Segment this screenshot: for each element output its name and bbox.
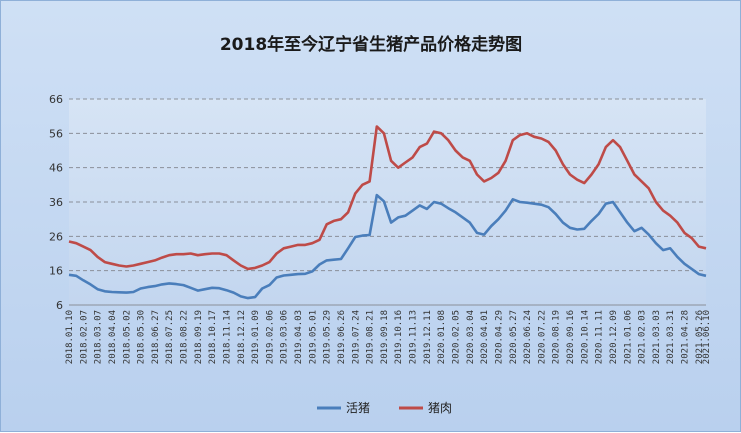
y-tick-label: 26: [49, 230, 63, 243]
x-tick-label: 2018.05.30: [137, 310, 147, 364]
x-tick-label: 2021.06.10: [702, 310, 712, 364]
x-tick-label: 2019.05.29: [323, 310, 333, 364]
x-tick-label: 2018.04.04: [108, 310, 118, 364]
chart-title: 2018年至今辽宁省生猪产品价格走势图: [220, 34, 522, 55]
x-tick-label: 2018.06.27: [151, 310, 161, 364]
x-tick-label: 2019.12.11: [423, 310, 433, 364]
y-tick-label: 56: [49, 127, 63, 140]
y-tick-label: 66: [49, 93, 63, 106]
y-tick-label: 46: [49, 162, 63, 175]
x-tick-label: 2021.01.06: [623, 310, 633, 364]
y-tick-label: 16: [49, 265, 63, 278]
x-tick-label: 2018.11.14: [222, 310, 232, 364]
x-tick-label: 2020.07.22: [537, 310, 547, 364]
x-tick-label: 2019.03.06: [280, 310, 290, 364]
x-tick-label: 2020.12.09: [609, 310, 619, 364]
x-tick-label: 2020.06.24: [523, 310, 533, 364]
x-tick-label: 2018.05.02: [122, 310, 132, 364]
x-tick-label: 2019.04.03: [294, 310, 304, 364]
x-tick-label: 2020.01.08: [437, 310, 447, 364]
x-tick-label: 2018.12.12: [237, 310, 247, 364]
x-tick-label: 2020.04.29: [494, 310, 504, 364]
y-axis-ticks: 6 16 26 36 46 56 66: [49, 93, 63, 312]
y-tick-label: 36: [49, 196, 63, 209]
x-tick-label: 2018.07.25: [165, 310, 175, 364]
x-tick-label: 2019.08.21: [366, 310, 376, 364]
series-lines: [68, 125, 707, 300]
x-tick-label: 2020.11.11: [595, 310, 605, 364]
x-tick-label: 2019.01.09: [251, 310, 261, 364]
x-tick-label: 2018.09.19: [194, 310, 204, 364]
x-tick-label: 2019.11.13: [409, 310, 419, 364]
x-tick-label: 2020.08.19: [552, 310, 562, 364]
legend-label-live-pig: 活猪: [346, 401, 370, 415]
x-tick-label: 2018.10.17: [208, 310, 218, 364]
x-tick-label: 2019.02.06: [265, 310, 275, 364]
x-tick-label: 2020.09.16: [566, 310, 576, 364]
x-tick-label: 2020.03.04: [466, 310, 476, 364]
legend: 活猪 猪肉: [317, 401, 452, 415]
x-tick-label: 2021.03.31: [666, 310, 676, 364]
x-tick-label: 2018.03.07: [94, 310, 104, 364]
x-tick-label: 2019.05.01: [308, 310, 318, 364]
x-tick-label: 2020.04.01: [480, 310, 490, 364]
x-tick-label: 2019.09.18: [380, 310, 390, 364]
series-line-live-pig: [68, 193, 707, 300]
x-tick-label: 2021.04.28: [681, 310, 691, 364]
x-tick-label: 2020.10.14: [580, 310, 590, 364]
x-tick-label: 2018.01.10: [65, 310, 75, 364]
legend-label-pork: 猪肉: [428, 401, 452, 415]
x-axis-ticks: 2018.01.10 2018.02.07 2018.03.07 2018.04.04…: [65, 310, 712, 364]
x-tick-label: 2021.03.03: [652, 310, 662, 364]
x-tick-label: 2020.02.05: [451, 310, 461, 364]
x-tick-label: 2019.07.24: [351, 310, 361, 364]
x-tick-label: 2018.08.22: [180, 310, 190, 364]
x-tick-label: 2019.06.26: [337, 310, 347, 364]
x-tick-label: 2021.02.03: [638, 310, 648, 364]
x-tick-label: 2020.05.27: [509, 310, 519, 364]
x-tick-label: 2021.05.26: [695, 310, 705, 364]
x-tick-label: 2018.02.07: [79, 310, 89, 364]
y-tick-label: 6: [56, 299, 63, 312]
series-line-pork: [68, 125, 707, 271]
x-tick-label: 2019.10.16: [394, 310, 404, 364]
gridlines: [69, 98, 706, 306]
